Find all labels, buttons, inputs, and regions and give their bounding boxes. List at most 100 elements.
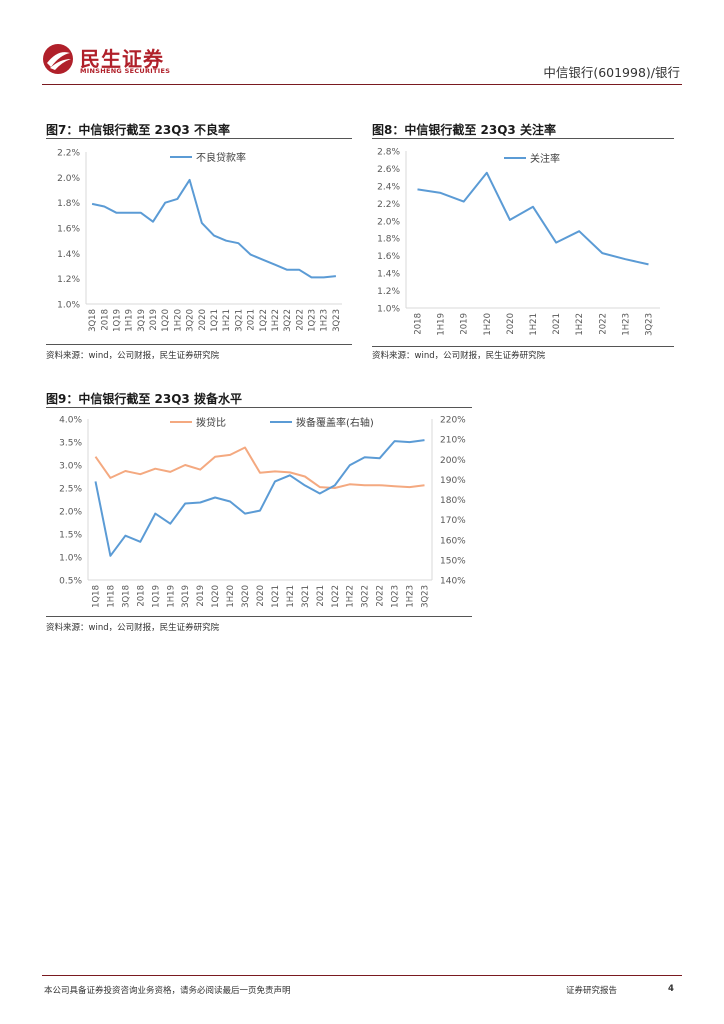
fig8-title: 图8：中信银行截至 23Q3 关注率 bbox=[372, 123, 556, 137]
fig9-y2-tick-label: 150% bbox=[440, 556, 466, 566]
fig9-legend-label-1: 拨贷比 bbox=[196, 416, 226, 429]
fig7-x-tick-label: 2022 bbox=[295, 309, 305, 331]
fig7-x-tick-label: 3Q21 bbox=[234, 309, 244, 332]
footer-page-number: 4 bbox=[668, 984, 674, 994]
fig9-x-tick-label: 1H22 bbox=[346, 585, 356, 608]
fig7-y-tick-label: 1.0% bbox=[57, 301, 80, 311]
fig9-y2-tick-label: 140% bbox=[440, 577, 466, 587]
fig7-x-tick-label: 1Q23 bbox=[308, 309, 318, 332]
fig9-x-tick-label: 1H20 bbox=[226, 585, 236, 608]
fig9-y-tick-label: 2.5% bbox=[59, 485, 82, 495]
fig9-x-tick-label: 1Q21 bbox=[271, 585, 281, 608]
fig9-x-tick-label: 1Q20 bbox=[211, 585, 221, 608]
fig9-series-line-2 bbox=[94, 439, 425, 557]
fig8-chart: 1.0% 1.2% 1.4% 1.6% 1.8% 2.0% 2.2% 2.4% 2.6% 2.8%… bbox=[377, 148, 660, 336]
fig9-y-tick-label: 4.0% bbox=[59, 416, 82, 426]
fig7-x-tick-label: 1Q20 bbox=[161, 309, 171, 332]
fig7-series-line-1 bbox=[91, 178, 337, 279]
fig7-y-tick-label: 2.0% bbox=[57, 174, 80, 184]
fig8-x-tick-label: 2021 bbox=[552, 313, 562, 335]
logo-emblem-icon bbox=[43, 44, 73, 74]
fig9-y2-tick-label: 180% bbox=[440, 496, 466, 506]
fig7-x-tick-label: 1H21 bbox=[222, 309, 232, 332]
fig9-x-tick-label: 3Q22 bbox=[361, 585, 371, 608]
fig9-y-tick-label: 3.0% bbox=[59, 462, 82, 472]
fig7-y-tick-label: 2.2% bbox=[57, 149, 80, 159]
fig9-y2-tick-label: 210% bbox=[440, 436, 466, 446]
fig9-y-tick-label: 1.0% bbox=[59, 554, 82, 564]
fig7-x-tick-label: 2021 bbox=[247, 309, 257, 331]
fig9-legend-label-2: 拨备覆盖率(右轴) bbox=[296, 416, 374, 429]
fig9-y2-tick-label: 160% bbox=[440, 536, 466, 546]
fig8-x-tick-label: 3Q23 bbox=[644, 313, 654, 336]
fig8-x-tick-label: 2022 bbox=[598, 313, 608, 335]
fig8-title-underline bbox=[372, 138, 674, 139]
fig8-legend-label-1: 关注率 bbox=[530, 152, 560, 165]
fig7-y-tick-label: 1.2% bbox=[57, 275, 80, 285]
fig8-y-tick-label: 2.8% bbox=[377, 148, 400, 158]
fig9-x-tick-label: 1H19 bbox=[166, 585, 176, 608]
fig9-x-tick-label: 2019 bbox=[196, 585, 206, 607]
fig8-x-tick-label: 2019 bbox=[460, 313, 470, 335]
fig7-title-underline bbox=[46, 138, 352, 139]
fig9-x-tick-label: 1Q22 bbox=[331, 585, 341, 608]
fig8-source: 资料来源：wind，公司财报，民生证券研究院 bbox=[372, 351, 546, 361]
fig9-chart: 0.5% 1.0% 1.5% 2.0% 2.5% 3.0% 3.5% 4.0% 140% 150%… bbox=[59, 416, 466, 608]
fig9-y2-tick-label: 220% bbox=[440, 416, 466, 426]
fig8-y-tick-label: 1.0% bbox=[377, 305, 400, 315]
fig9-x-tick-label: 1H18 bbox=[106, 585, 116, 608]
fig9-y-tick-label: 1.5% bbox=[59, 531, 82, 541]
brand-name-en: MINSHENG SECURITIES bbox=[80, 67, 171, 75]
fig9-x-tick-label: 3Q18 bbox=[121, 585, 131, 608]
footer-report-type: 证券研究报告 bbox=[566, 986, 618, 996]
fig9-x-tick-label: 3Q19 bbox=[181, 585, 191, 608]
fig9-y2-tick-label: 200% bbox=[440, 456, 466, 466]
fig7-chart: 1.0% 1.2% 1.4% 1.6% 1.8% 2.0% 2.2% 3Q18 2018 1Q19… bbox=[57, 149, 342, 332]
fig9-y2-tick-label: 190% bbox=[440, 476, 466, 486]
fig9-y-tick-label: 0.5% bbox=[59, 577, 82, 587]
fig7-x-tick-label: 3Q18 bbox=[88, 309, 98, 332]
fig7-y-tick-label: 1.8% bbox=[57, 199, 80, 209]
fig9-x-tick-label: 1Q23 bbox=[391, 585, 401, 608]
fig9-y2-tick-label: 170% bbox=[440, 516, 466, 526]
fig8-y-tick-label: 2.4% bbox=[377, 182, 400, 192]
footer-disclaimer: 本公司具备证券投资咨询业务资格，请务必阅读最后一页免责声明 bbox=[44, 986, 291, 996]
fig7-x-tick-label: 3Q22 bbox=[283, 309, 293, 332]
fig8-series-line-1 bbox=[417, 171, 649, 266]
fig9-title-underline bbox=[46, 407, 472, 408]
fig9-x-tick-label: 1Q18 bbox=[91, 585, 101, 608]
fig9-x-tick-label: 2021 bbox=[316, 585, 326, 607]
fig8-y-tick-label: 2.6% bbox=[377, 165, 400, 175]
fig7-x-tick-label: 1H22 bbox=[271, 309, 281, 332]
fig9-x-tick-label: 1H23 bbox=[406, 585, 416, 608]
fig7-y-tick-label: 1.6% bbox=[57, 225, 80, 235]
fig8-y-tick-label: 2.0% bbox=[377, 217, 400, 227]
brand-logo bbox=[42, 43, 74, 75]
fig9-x-tick-label: 1Q19 bbox=[151, 585, 161, 608]
fig8-x-tick-label: 1H19 bbox=[437, 313, 447, 336]
fig8-y-tick-label: 1.2% bbox=[377, 287, 400, 297]
fig8-x-tick-label: 2018 bbox=[414, 313, 424, 335]
fig7-x-tick-label: 1H23 bbox=[320, 309, 330, 332]
fig8-bottom-rule bbox=[372, 346, 674, 347]
fig7-x-tick-label: 3Q19 bbox=[137, 309, 147, 332]
fig7-x-tick-label: 1H19 bbox=[125, 309, 135, 332]
fig7-x-tick-label: 2018 bbox=[100, 309, 110, 331]
fig9-x-tick-label: 3Q20 bbox=[241, 585, 251, 608]
fig9-title: 图9：中信银行截至 23Q3 拨备水平 bbox=[46, 392, 242, 406]
fig9-x-tick-label: 3Q23 bbox=[421, 585, 431, 608]
fig7-x-tick-label: 1Q19 bbox=[112, 309, 122, 332]
fig7-y-tick-label: 1.4% bbox=[57, 250, 80, 260]
fig7-legend-label-1: 不良贷款率 bbox=[196, 151, 246, 164]
fig7-x-tick-label: 3Q23 bbox=[332, 309, 342, 332]
fig8-x-tick-label: 2020 bbox=[506, 313, 516, 335]
fig9-x-tick-label: 1H21 bbox=[286, 585, 296, 608]
fig7-x-tick-label: 2019 bbox=[149, 309, 159, 331]
fig7-x-tick-label: 1Q22 bbox=[259, 309, 269, 332]
header-stock-label: 中信银行(601998)/银行 bbox=[543, 65, 680, 80]
fig9-y-tick-label: 2.0% bbox=[59, 508, 82, 518]
fig7-title: 图7：中信银行截至 23Q3 不良率 bbox=[46, 123, 230, 137]
fig8-x-tick-label: 1H22 bbox=[575, 313, 585, 336]
footer-divider bbox=[42, 975, 682, 976]
fig7-x-tick-label: 1H20 bbox=[173, 309, 183, 332]
